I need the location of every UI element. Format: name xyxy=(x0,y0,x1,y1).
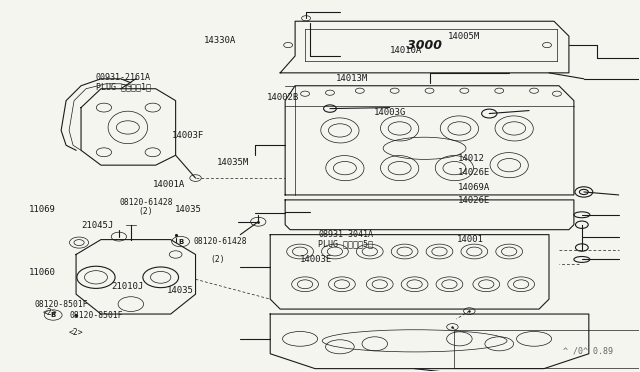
Text: 08120-8501F: 08120-8501F xyxy=(35,300,88,310)
Text: 08120-8501F: 08120-8501F xyxy=(69,311,123,320)
Text: 14002B: 14002B xyxy=(267,93,300,102)
Text: <2>: <2> xyxy=(69,328,84,337)
Text: 21010J: 21010J xyxy=(111,282,144,291)
Text: 08120-61428: 08120-61428 xyxy=(193,237,247,246)
Text: 14035: 14035 xyxy=(175,205,202,215)
Text: 00931-2161A: 00931-2161A xyxy=(96,73,150,82)
Text: 14035: 14035 xyxy=(166,286,193,295)
Text: 14003E: 14003E xyxy=(300,255,332,264)
Text: (2): (2) xyxy=(211,255,225,264)
Text: ^ /0^ 0.89: ^ /0^ 0.89 xyxy=(563,347,613,356)
Text: PLUG プラグ（1）: PLUG プラグ（1） xyxy=(96,83,150,92)
Text: 14001A: 14001A xyxy=(152,180,185,189)
Text: 14330A: 14330A xyxy=(204,36,236,45)
Text: 14001: 14001 xyxy=(457,235,484,244)
Text: 14013M: 14013M xyxy=(336,74,368,83)
Text: 08120-61428: 08120-61428 xyxy=(119,198,173,207)
Text: 14003F: 14003F xyxy=(172,131,204,140)
Text: 14026E: 14026E xyxy=(458,168,490,177)
Text: 14012: 14012 xyxy=(458,154,484,163)
Text: B: B xyxy=(178,238,183,244)
Text: B: B xyxy=(51,312,56,318)
Text: 14069A: 14069A xyxy=(458,183,490,192)
Text: 11060: 11060 xyxy=(29,267,56,276)
Text: 11069: 11069 xyxy=(29,205,56,215)
Text: (2): (2) xyxy=(138,206,153,216)
Text: 14010A: 14010A xyxy=(390,46,422,55)
Text: <2>: <2> xyxy=(43,308,58,317)
Text: 14035M: 14035M xyxy=(217,157,249,167)
Text: 14026E: 14026E xyxy=(458,196,490,205)
Text: PLUG プラグ（5）: PLUG プラグ（5） xyxy=(318,240,373,248)
Text: 08931-3041A: 08931-3041A xyxy=(318,230,373,239)
Text: 3000: 3000 xyxy=(407,39,442,52)
Text: 14005M: 14005M xyxy=(447,32,480,41)
Text: 21045J: 21045J xyxy=(82,221,114,230)
Text: 14003G: 14003G xyxy=(374,108,406,117)
